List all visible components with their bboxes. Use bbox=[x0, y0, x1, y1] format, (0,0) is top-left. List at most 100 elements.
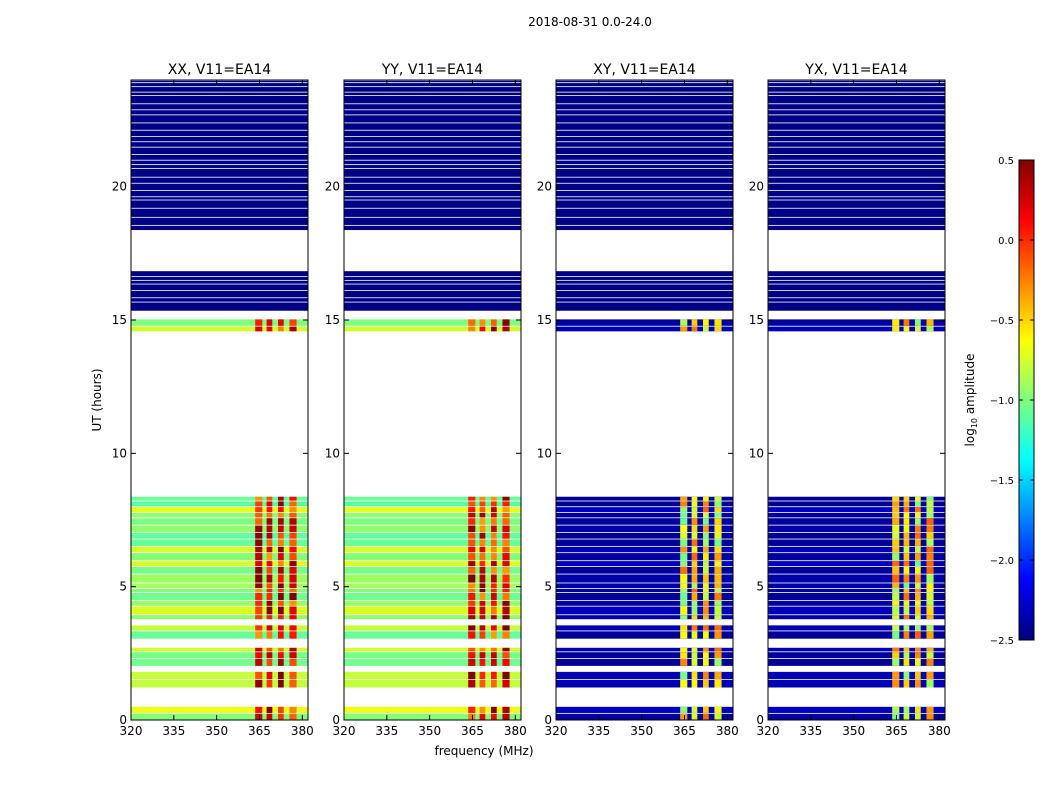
heatmap-row bbox=[131, 104, 308, 110]
rfi-cell bbox=[255, 561, 263, 567]
rfi-cell bbox=[680, 600, 688, 606]
rfi-cell bbox=[703, 539, 709, 546]
rfi-cell bbox=[266, 553, 273, 561]
rfi-cell bbox=[915, 525, 921, 532]
heatmap-row bbox=[131, 208, 308, 217]
rfi-cell bbox=[479, 566, 486, 574]
rfi-cell bbox=[691, 539, 698, 546]
rfi-cell bbox=[255, 539, 263, 546]
rfi-cell bbox=[278, 606, 284, 615]
heatmap-row bbox=[344, 92, 521, 95]
heatmap-row bbox=[556, 496, 733, 501]
rfi-cell bbox=[714, 553, 722, 561]
rfi-cell bbox=[714, 615, 722, 620]
heatmap-row bbox=[131, 87, 308, 92]
panel-yx: YX, V11=EA14 320 335 350 365 380 0 5 10 15 20 bbox=[749, 62, 951, 738]
panel-frame bbox=[555, 79, 734, 721]
heatmap-row bbox=[344, 546, 521, 553]
rfi-cell bbox=[479, 583, 486, 588]
rfi-cell bbox=[915, 512, 921, 518]
rfi-cell bbox=[502, 326, 510, 332]
rfi-cell bbox=[892, 600, 900, 606]
rfi-cell bbox=[468, 561, 476, 567]
rfi-cell bbox=[255, 631, 263, 639]
rfi-cell bbox=[691, 679, 698, 688]
rfi-cell bbox=[479, 518, 486, 525]
rfi-cell bbox=[479, 512, 486, 518]
rfi-cell bbox=[903, 631, 910, 639]
rfi-cell bbox=[491, 679, 497, 688]
heatmap-row bbox=[131, 284, 308, 291]
rfi-cell bbox=[680, 512, 688, 518]
heatmap-row bbox=[344, 326, 521, 332]
heatmap-row bbox=[131, 566, 308, 574]
rfi-cell bbox=[691, 600, 698, 606]
rfi-cell bbox=[479, 532, 486, 539]
rfi-cell bbox=[926, 615, 934, 620]
heatmap-row bbox=[131, 190, 308, 197]
rfi-cell bbox=[892, 588, 900, 593]
heatmap-row bbox=[344, 518, 521, 525]
rfi-cell bbox=[491, 566, 497, 574]
heatmap-row bbox=[556, 525, 733, 532]
rfi-cell bbox=[266, 319, 273, 326]
heatmap-row bbox=[344, 280, 521, 284]
heatmap-row bbox=[556, 713, 733, 720]
rfi-cell bbox=[892, 566, 900, 574]
rfi-cell bbox=[491, 615, 497, 620]
rfi-cell bbox=[903, 539, 910, 546]
rfi-cell bbox=[903, 615, 910, 620]
x-tick-label: 335 bbox=[162, 724, 185, 738]
rfi-cell bbox=[502, 501, 510, 507]
rfi-cell bbox=[892, 647, 900, 652]
heatmap-row bbox=[556, 532, 733, 539]
rfi-cell bbox=[278, 518, 284, 525]
heatmap-row bbox=[556, 647, 733, 652]
rfi-cell bbox=[703, 496, 709, 501]
rfi-cell bbox=[915, 592, 921, 601]
y-tick-label: 10 bbox=[749, 446, 764, 460]
rfi-cell bbox=[903, 501, 910, 507]
rfi-cell bbox=[926, 525, 934, 532]
colorbar-tick-label: 0.0 bbox=[998, 236, 1014, 247]
rfi-cell bbox=[903, 647, 910, 652]
rfi-cell bbox=[266, 679, 273, 688]
heatmap-row bbox=[131, 606, 308, 615]
heatmap-row bbox=[768, 277, 945, 280]
rfi-cell bbox=[491, 553, 497, 561]
heatmap-row bbox=[344, 284, 521, 291]
rfi-cell bbox=[680, 326, 688, 332]
heatmap-row bbox=[131, 574, 308, 583]
x-tick-label: 365 bbox=[673, 724, 696, 738]
rfi-cell bbox=[255, 588, 263, 593]
rfi-cell bbox=[926, 647, 934, 652]
heatmap-row bbox=[344, 200, 521, 208]
rfi-cell bbox=[468, 496, 476, 501]
rfi-cell bbox=[289, 600, 297, 606]
rfi-cell bbox=[491, 496, 497, 501]
rfi-cell bbox=[714, 606, 722, 615]
heatmap-row bbox=[344, 588, 521, 593]
rfi-cell bbox=[289, 326, 297, 332]
rfi-cell bbox=[502, 566, 510, 574]
rfi-cell bbox=[468, 326, 476, 332]
rfi-cell bbox=[289, 615, 297, 620]
rfi-cell bbox=[502, 592, 510, 601]
heatmap-row bbox=[344, 169, 521, 177]
rfi-cell bbox=[502, 525, 510, 532]
rfi-cell bbox=[903, 566, 910, 574]
rfi-cell bbox=[502, 574, 510, 583]
rfi-cell bbox=[479, 553, 486, 561]
heatmap-row bbox=[131, 302, 308, 311]
heatmap-row bbox=[131, 525, 308, 532]
rfi-cell bbox=[714, 592, 722, 601]
rfi-cell bbox=[691, 583, 698, 588]
heatmap-row bbox=[131, 92, 308, 95]
rfi-cell bbox=[468, 574, 476, 583]
rfi-cell bbox=[703, 588, 709, 593]
rfi-cell bbox=[479, 496, 486, 501]
heatmap-row bbox=[344, 154, 521, 160]
heatmap-row bbox=[768, 574, 945, 583]
rfi-cell bbox=[680, 592, 688, 601]
